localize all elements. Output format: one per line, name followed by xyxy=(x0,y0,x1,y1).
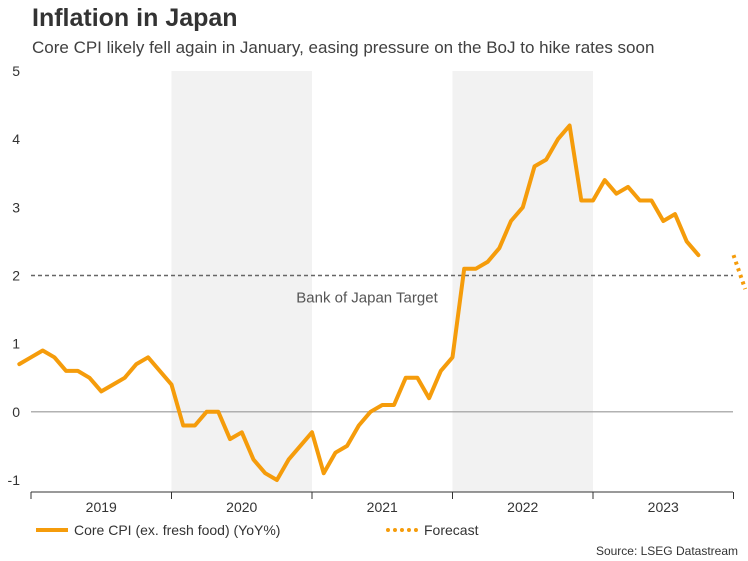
year-band-2022 xyxy=(452,71,593,492)
legend-item-core-cpi: Core CPI (ex. fresh food) (YoY%) xyxy=(36,522,280,538)
chart-title: Inflation in Japan xyxy=(32,4,238,32)
x-tick-label: 2019 xyxy=(86,499,117,515)
legend-item-forecast: Forecast xyxy=(386,522,478,538)
y-tick-label: 5 xyxy=(12,63,20,79)
year-band-2020 xyxy=(171,71,312,492)
series-line-core-cpi xyxy=(17,123,701,482)
source-note: Source: LSEG Datastream xyxy=(595,544,738,558)
series-line-forecast xyxy=(731,254,748,290)
legend-swatch-solid xyxy=(36,528,68,532)
chart-subtitle: Core CPI likely fell again in January, e… xyxy=(32,38,655,57)
y-tick-label: 2 xyxy=(12,268,20,284)
legend-label-core-cpi: Core CPI (ex. fresh food) (YoY%) xyxy=(74,522,281,538)
y-tick-label: 1 xyxy=(12,336,20,352)
legend-label-forecast: Forecast xyxy=(424,522,479,538)
target-annotation: Bank of Japan Target xyxy=(296,290,438,307)
y-tick-label: 3 xyxy=(12,199,20,215)
y-tick-label: 0 xyxy=(12,404,20,420)
y-tick-label: 4 xyxy=(12,131,20,147)
y-tick-label: -1 xyxy=(8,472,21,488)
x-tick-label: 2022 xyxy=(507,499,538,515)
x-tick-label: 2023 xyxy=(648,499,679,515)
legend-swatch-dotted xyxy=(386,528,418,532)
x-tick-label: 2020 xyxy=(226,499,257,515)
x-tick-label: 2021 xyxy=(367,499,398,515)
